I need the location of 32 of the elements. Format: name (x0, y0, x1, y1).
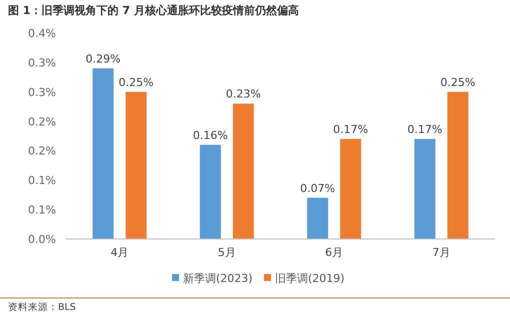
data-label: 0.17% (333, 122, 368, 136)
text: 资料来源：BLS (8, 301, 76, 313)
y-tick-label: 0.1% (28, 174, 56, 188)
data-label: 0.25% (118, 76, 154, 89)
bar (200, 144, 221, 239)
bar (92, 68, 114, 239)
x-tick-label: 6月 (325, 246, 344, 259)
data-label: 0.17% (407, 122, 442, 136)
bar (307, 198, 328, 239)
legend-label: 新季调(2023) (183, 272, 253, 285)
data-label: 0.25% (440, 76, 476, 89)
y-tick-label: 0.0% (28, 233, 56, 246)
data-label: 0.23% (226, 88, 261, 101)
data-label: 0.29% (86, 52, 121, 66)
bar (340, 138, 362, 239)
bar (126, 92, 147, 239)
y-tick-label: 0.1% (28, 204, 56, 217)
y-tick-label: 0.3% (28, 86, 56, 99)
data-label: 0.16% (192, 128, 228, 142)
y-tick-label: 0.2% (28, 115, 56, 128)
x-tick-label: 7月 (432, 246, 450, 259)
bar (414, 138, 436, 239)
x-tick-label: 4月 (110, 246, 129, 259)
legend-label: 旧季调(2019) (275, 272, 345, 285)
chart-title: 图 1：旧季调视角下的 7 月核心通胀环比较疫情前仍然偏高 (8, 4, 299, 17)
y-tick-label: 0.3% (28, 56, 56, 70)
bar (447, 92, 468, 239)
x-tick-label: 5月 (218, 246, 236, 259)
y-tick-label: 0.4% (28, 27, 56, 40)
bar (232, 104, 254, 239)
y-tick-label: 0.2% (28, 144, 56, 158)
data-label: 0.07% (300, 182, 336, 195)
